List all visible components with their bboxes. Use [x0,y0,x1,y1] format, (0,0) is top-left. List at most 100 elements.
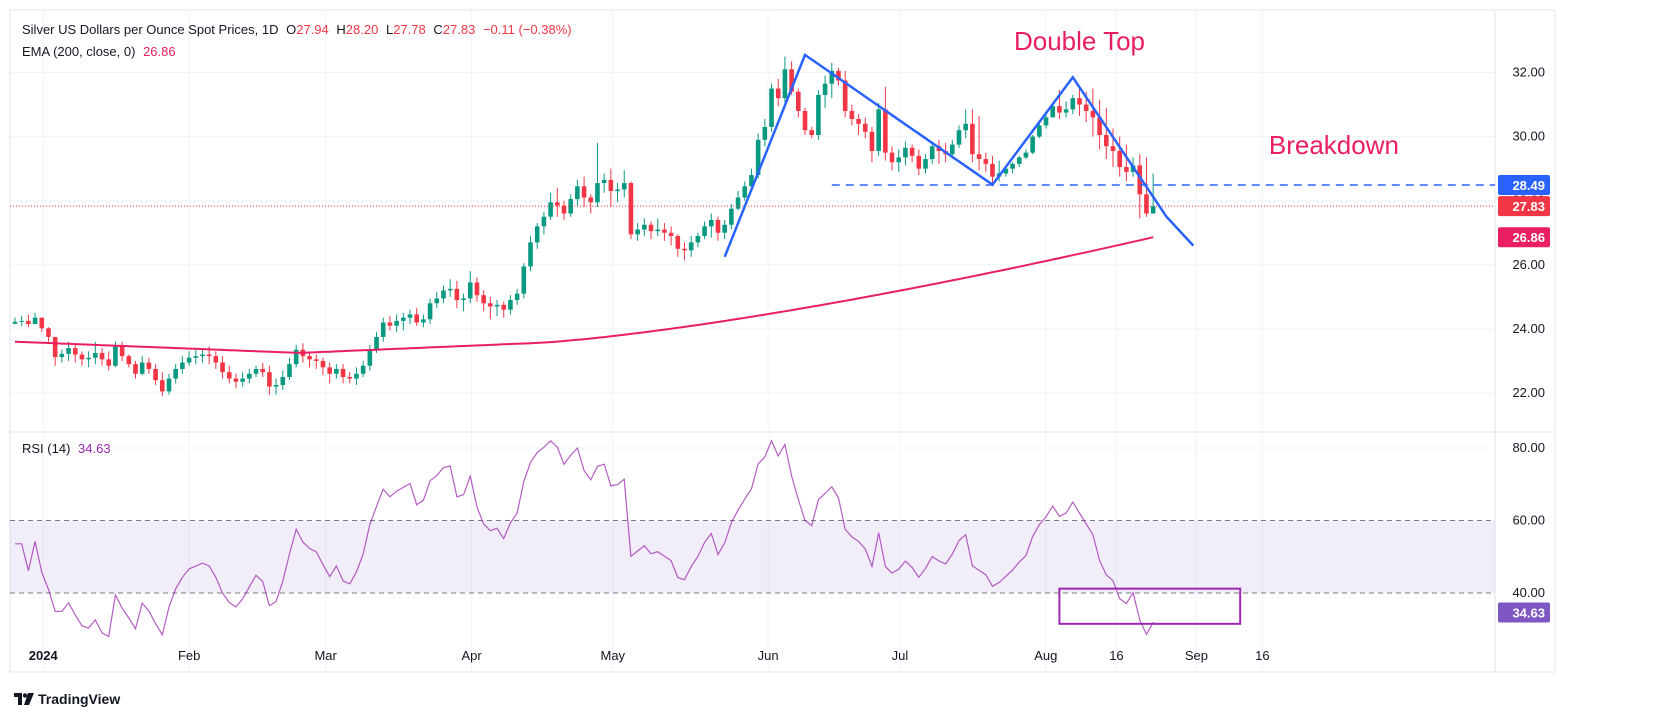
candle-body [956,130,962,145]
chart-frame [9,9,1556,673]
last-price-label: 27.83 [1512,199,1545,214]
candle-body [146,362,152,369]
candle-body [521,266,527,294]
candle-body [387,322,393,326]
ema-price-label-bg [1498,227,1550,248]
candle-body [494,304,500,307]
candle-body [782,69,788,99]
x-tick-label: Aug [1034,648,1057,663]
candle-body [755,139,761,176]
candle-body [454,288,460,301]
candle-body [481,295,486,304]
candle-body [166,378,172,392]
candle-body [575,186,580,200]
legend-change: −0.11 (−0.38%) [482,22,572,37]
x-tick-label: 16 [1109,648,1123,663]
price-tick-label: 24.00 [1512,321,1545,336]
candle-body [695,235,701,243]
candle-body [119,346,125,357]
candle-body [307,356,312,360]
candle-body [655,229,661,232]
legend-ema-value: 26.86 [143,44,176,59]
x-tick-label: 16 [1255,648,1269,663]
candle-body [528,242,533,267]
candle-body [267,372,272,387]
candle-body [742,186,748,198]
candle-body [280,376,286,385]
annotation-double-top: Double Top [1014,26,1145,56]
candle-body [32,317,38,325]
candle-body [293,349,299,365]
x-tick-label: May [601,648,626,663]
candle-body [508,300,513,310]
candle-body [554,202,560,206]
legend-title: Silver US Dollars per Ounce Spot Prices,… [22,22,279,37]
candle-body [233,378,239,382]
candle-body [334,368,339,374]
candle-body [414,314,419,323]
candle-body [340,368,346,377]
candle-body [360,365,366,374]
price-tick-label: 26.00 [1512,257,1545,272]
legend-high-label: H [336,22,346,37]
candle-body [1090,110,1096,118]
candle-body [769,88,774,127]
tradingview-logo[interactable]: TradingView [14,691,120,707]
candle-body [434,298,440,304]
candle-body [26,320,31,325]
candle-body [1070,98,1076,110]
price-tick-label: 32.00 [1512,65,1545,80]
candle-body [180,362,185,369]
candle-body [1016,157,1022,164]
candle-body [153,368,158,381]
candle-body [52,336,58,358]
candle-body [909,147,915,156]
candle-body [394,320,399,326]
candle-body [441,290,446,299]
candle-body [802,110,808,131]
candle-body [836,70,841,81]
candle-body [775,88,781,99]
candle-body [240,378,245,382]
candle-body [313,359,319,361]
candle-body [588,197,594,203]
candle-body [1137,165,1143,195]
last-price-label-bg [1498,196,1550,217]
candle-body [514,293,520,301]
ema-200-line [14,236,1154,354]
candle-body [869,131,875,152]
candle-body [1063,109,1069,113]
candle-body [133,364,138,374]
candle-body [829,70,835,84]
candle-body [749,175,754,187]
candle-body [220,362,225,373]
candle-body [287,364,292,377]
candle-body [59,353,65,358]
candle-body [79,354,85,360]
candle-body [929,146,935,160]
legend-open-label: O [286,22,297,37]
candle-body [72,348,78,355]
candle-body [970,123,975,155]
candle-body [708,219,714,227]
candle-body [226,372,232,379]
candle-body [682,248,687,251]
candle-body [534,226,540,243]
rsi-band [10,520,1495,593]
legend-open: 27.94 [296,22,329,37]
annotation-breakdown: Breakdown [1269,130,1399,160]
candle-body [380,322,386,337]
candle-body [200,354,205,357]
candle-body [715,219,721,233]
candle-body [186,357,192,363]
candle-body [327,367,332,374]
candle-body [729,208,734,225]
x-tick-label: Apr [461,648,482,663]
candle-body [447,288,453,291]
candle-body [1043,117,1049,126]
candle-body [106,359,112,366]
candle-body [1023,152,1029,158]
candle-body [849,110,855,119]
legend-ema: EMA (200, close, 0) 26.86 [22,44,180,59]
